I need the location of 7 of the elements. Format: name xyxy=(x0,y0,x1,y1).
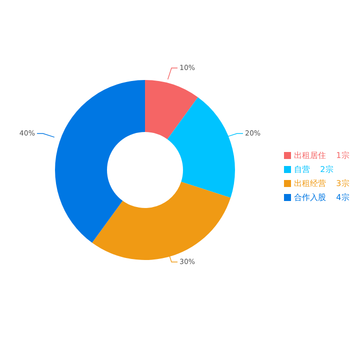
donut-slice xyxy=(55,80,145,243)
legend-label: 合作入股 4宗 xyxy=(294,192,350,203)
donut-slice xyxy=(92,182,231,260)
donut-slice xyxy=(145,80,198,140)
legend-label: 出租居住 1宗 xyxy=(294,150,350,161)
legend-label: 出租经营 3宗 xyxy=(294,178,350,189)
legend-label: 自营 2宗 xyxy=(294,164,334,175)
